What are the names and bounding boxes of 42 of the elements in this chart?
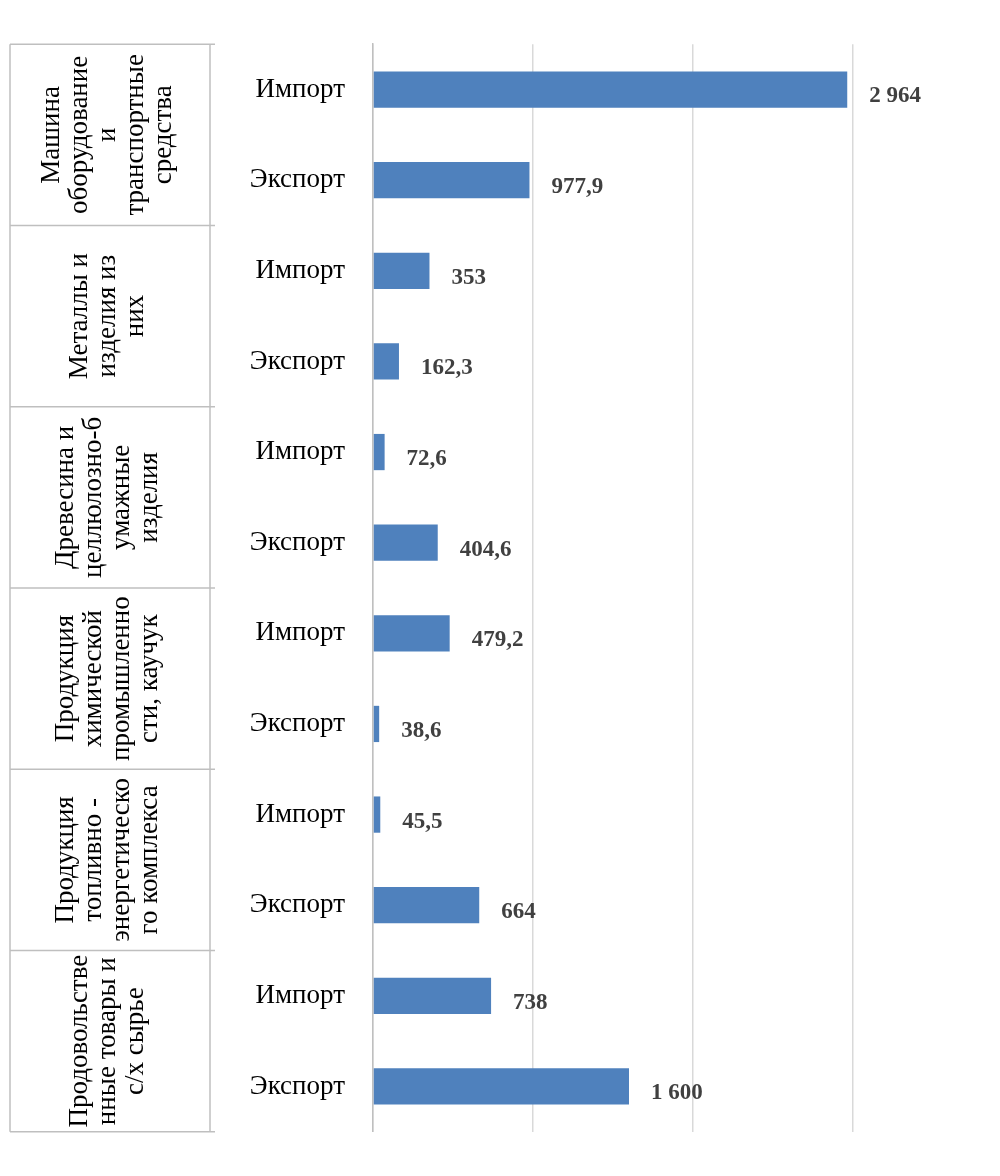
bar <box>373 162 530 199</box>
y-tick-label: Экспорт <box>249 344 346 375</box>
y-tick-label: Экспорт <box>249 707 346 738</box>
bar <box>373 977 492 1014</box>
text: Древесина и целлюлозно-бумажные изделия <box>49 416 164 578</box>
y-tick-label: Импорт <box>255 72 346 103</box>
y-tick-label: Импорт <box>255 616 346 647</box>
data-label: 162,3 <box>420 354 473 380</box>
bar <box>373 796 381 833</box>
bar <box>373 887 480 924</box>
data-label: 977,9 <box>551 173 604 199</box>
data-label: 45,5 <box>402 807 443 833</box>
y-tick-label: Экспорт <box>249 1069 346 1100</box>
text: Металлы и изделия из них <box>63 252 150 380</box>
bar <box>373 615 450 652</box>
text: Продовольственные товары и с/х сырье <box>63 954 150 1128</box>
data-label: 404,6 <box>459 535 512 561</box>
text: Продукция топливно - энергетического комплекса <box>49 777 164 942</box>
bar <box>373 705 380 743</box>
data-label: 1 600 <box>651 1079 703 1105</box>
data-label: 664 <box>501 898 537 924</box>
y-tick-label: Импорт <box>255 435 346 466</box>
data-label: 72,6 <box>406 444 447 470</box>
bar <box>373 252 430 289</box>
bar <box>373 524 438 561</box>
data-label: 738 <box>513 988 548 1014</box>
bar <box>373 1068 629 1105</box>
y-tick-label: Экспорт <box>249 163 346 194</box>
data-label: 2 964 <box>869 82 922 108</box>
y-tick-label: Импорт <box>255 253 346 284</box>
bar <box>373 343 399 380</box>
bar <box>373 433 385 471</box>
text: Продукция химической промышленности, каучук <box>49 596 164 762</box>
data-label: 479,2 <box>471 626 524 652</box>
data-label: 38,6 <box>401 716 442 742</box>
y-tick-label: Импорт <box>255 797 346 828</box>
data-label: 353 <box>451 263 486 289</box>
y-tick-label: Экспорт <box>249 888 346 919</box>
y-tick-label: Импорт <box>255 978 346 1009</box>
bar <box>373 71 848 108</box>
y-tick-label: Экспорт <box>249 525 346 556</box>
text: Машина оборудование и транспортные средства <box>35 54 178 216</box>
